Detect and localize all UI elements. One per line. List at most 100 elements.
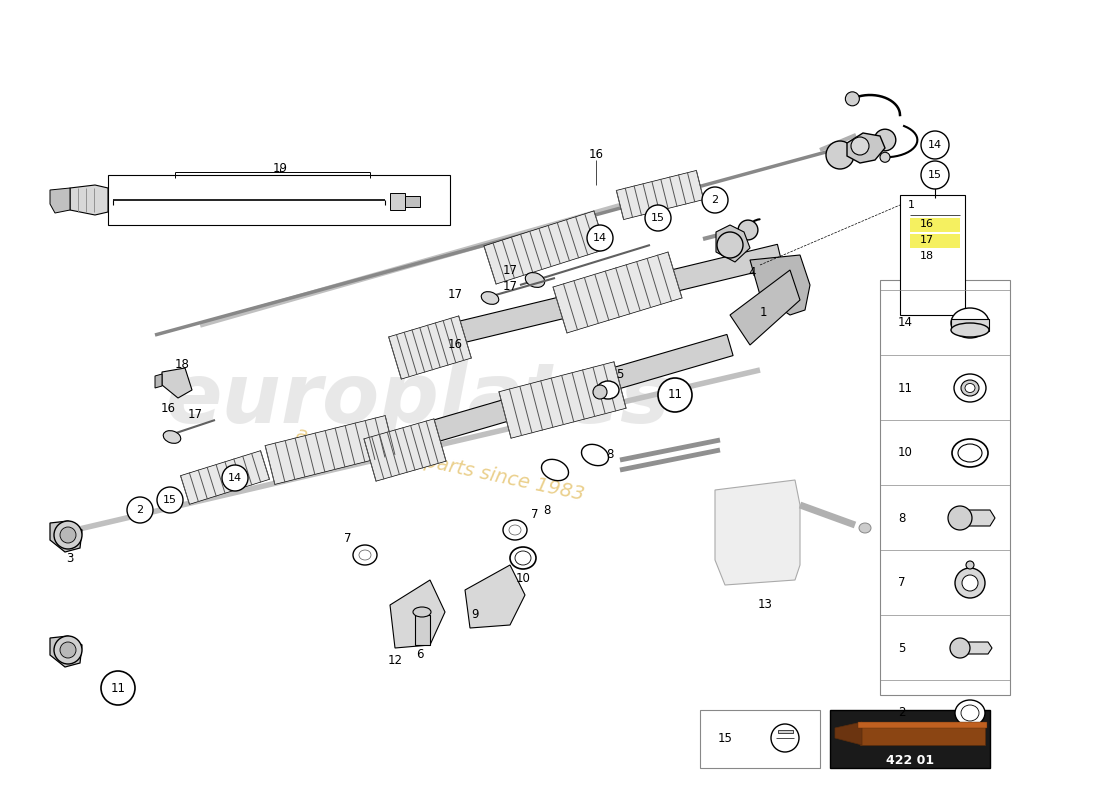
Polygon shape (162, 368, 192, 398)
Text: 2: 2 (712, 195, 718, 205)
Text: 422 01: 422 01 (886, 754, 934, 766)
Text: 5: 5 (616, 369, 624, 382)
Text: 17: 17 (448, 289, 462, 302)
Circle shape (126, 497, 153, 523)
Ellipse shape (952, 323, 989, 337)
Polygon shape (847, 133, 886, 163)
Circle shape (955, 568, 984, 598)
Ellipse shape (412, 607, 431, 617)
Polygon shape (393, 244, 782, 358)
Text: 14: 14 (593, 233, 607, 243)
Polygon shape (860, 722, 984, 745)
Polygon shape (715, 480, 800, 585)
Polygon shape (750, 255, 810, 315)
Ellipse shape (958, 444, 982, 462)
Circle shape (880, 152, 890, 162)
Circle shape (658, 378, 692, 412)
Text: 17: 17 (920, 235, 934, 245)
Polygon shape (50, 188, 70, 213)
Circle shape (645, 205, 671, 231)
Polygon shape (388, 316, 471, 379)
Polygon shape (180, 450, 270, 504)
Ellipse shape (952, 308, 989, 338)
Circle shape (874, 130, 895, 150)
Text: 4: 4 (748, 266, 756, 278)
Ellipse shape (163, 430, 180, 443)
FancyBboxPatch shape (880, 280, 1010, 695)
Text: 13: 13 (758, 598, 772, 611)
Text: 6: 6 (416, 649, 424, 662)
Circle shape (921, 131, 949, 159)
Ellipse shape (509, 525, 521, 535)
Ellipse shape (541, 459, 569, 481)
Circle shape (921, 161, 949, 189)
Circle shape (54, 636, 82, 664)
Polygon shape (835, 722, 862, 745)
Text: 17: 17 (503, 281, 517, 294)
Circle shape (54, 521, 82, 549)
Circle shape (157, 487, 183, 513)
Ellipse shape (961, 705, 979, 721)
Text: 15: 15 (163, 495, 177, 505)
Ellipse shape (515, 551, 531, 565)
Text: 16: 16 (161, 402, 176, 414)
Ellipse shape (481, 292, 498, 304)
Text: 15: 15 (718, 731, 733, 745)
Polygon shape (910, 218, 960, 232)
FancyBboxPatch shape (700, 710, 820, 768)
Polygon shape (405, 196, 420, 207)
Polygon shape (616, 170, 704, 219)
Text: 8: 8 (898, 511, 905, 525)
Polygon shape (730, 270, 800, 345)
Text: 7: 7 (898, 577, 905, 590)
Text: europlates: europlates (166, 359, 670, 441)
Circle shape (222, 465, 248, 491)
Circle shape (702, 187, 728, 213)
Text: 5: 5 (898, 642, 905, 654)
Circle shape (950, 638, 970, 658)
Polygon shape (858, 722, 987, 728)
Polygon shape (364, 419, 446, 481)
Text: 14: 14 (898, 317, 913, 330)
Polygon shape (778, 730, 793, 733)
Circle shape (966, 561, 974, 569)
Polygon shape (553, 252, 682, 333)
FancyBboxPatch shape (900, 195, 965, 315)
Text: 10: 10 (516, 571, 530, 585)
Circle shape (60, 642, 76, 658)
Text: 1: 1 (908, 200, 915, 210)
Polygon shape (390, 580, 446, 648)
Polygon shape (952, 319, 989, 331)
Text: 8: 8 (606, 449, 614, 462)
Polygon shape (265, 415, 395, 485)
Ellipse shape (582, 444, 608, 466)
Text: 18: 18 (920, 251, 934, 261)
Text: 16: 16 (448, 338, 462, 351)
Circle shape (826, 141, 854, 169)
Ellipse shape (359, 550, 371, 560)
Text: 3: 3 (66, 551, 74, 565)
Text: 2: 2 (898, 706, 905, 719)
Text: 18: 18 (175, 358, 189, 371)
Text: 16: 16 (588, 149, 604, 162)
Circle shape (846, 92, 859, 106)
Text: a passion for parts since 1983: a passion for parts since 1983 (294, 424, 586, 504)
Polygon shape (910, 234, 960, 248)
Circle shape (593, 385, 607, 399)
FancyBboxPatch shape (108, 175, 450, 225)
Text: 12: 12 (387, 654, 403, 666)
Circle shape (771, 724, 799, 752)
Ellipse shape (353, 545, 377, 565)
Text: 19: 19 (273, 162, 287, 174)
Circle shape (60, 527, 76, 543)
Ellipse shape (510, 547, 536, 569)
Text: 17: 17 (503, 263, 517, 277)
Circle shape (717, 232, 743, 258)
Text: 14: 14 (228, 473, 242, 483)
Polygon shape (155, 374, 162, 388)
Circle shape (851, 137, 869, 155)
Ellipse shape (859, 523, 871, 533)
Text: 14: 14 (928, 140, 942, 150)
Ellipse shape (954, 374, 986, 402)
Polygon shape (716, 225, 750, 262)
